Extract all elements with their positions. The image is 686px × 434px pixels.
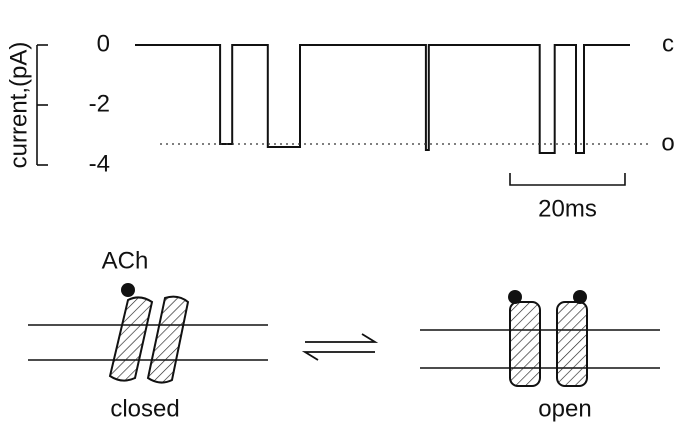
subunit (146, 295, 190, 384)
closed-channel: ACh closed (28, 247, 268, 422)
y-tick-label: 0 (97, 30, 110, 57)
open-channel: open (420, 290, 660, 422)
state-label: c (662, 30, 674, 57)
agonist-label: ACh (102, 247, 149, 274)
subunit (108, 296, 154, 382)
subunit (556, 301, 588, 387)
subunit (509, 301, 541, 387)
ach-molecule (121, 283, 135, 297)
state-label: open (538, 395, 591, 422)
state-label: o (661, 129, 674, 156)
scale-bar (509, 173, 626, 186)
y-tick-label: -4 (89, 150, 110, 177)
state-label: closed (110, 395, 179, 422)
trace-panel: 0 -2 -4 c o 20ms (36, 30, 675, 222)
equilibrium-arrows (301, 333, 379, 361)
scale-bar-label: 20ms (538, 195, 597, 222)
current-trace (135, 44, 630, 154)
ach-molecule (508, 290, 522, 304)
ach-molecule (573, 290, 587, 304)
y-tick-label: -2 (89, 90, 110, 117)
y-axis-label: current,(pA) (5, 42, 32, 169)
